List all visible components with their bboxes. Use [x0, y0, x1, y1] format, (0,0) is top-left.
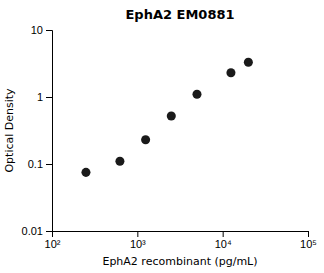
x-tick: 10³	[130, 231, 146, 250]
point	[244, 58, 253, 67]
x-tick-mark	[308, 231, 309, 237]
chart: 10² 10³ 10⁴ 10⁵ 0.01 0.1 1 10 EphA2 EM0881 EphA2 …	[0, 0, 324, 273]
x-tick: 10⁴	[215, 231, 232, 250]
x-axis-title: EphA2 recombinant (pg/mL)	[102, 255, 257, 268]
y-tick: 0.01	[22, 225, 52, 237]
x-tick-mark	[223, 231, 224, 237]
point	[167, 112, 176, 121]
point	[141, 135, 150, 144]
y-axis-title: Optical Density	[3, 88, 16, 173]
point	[192, 90, 201, 99]
y-tick-label: 1	[37, 91, 43, 103]
x-tick-label: 10⁴	[215, 238, 232, 250]
point	[81, 168, 90, 177]
y-tick-mark	[46, 231, 52, 232]
y-tick-label: 0.01	[22, 225, 43, 237]
y-tick-label: 0.1	[28, 158, 43, 170]
point	[226, 68, 235, 77]
x-tick: 10⁵	[300, 231, 317, 250]
y-tick: 1	[37, 91, 52, 103]
plot-area: 10² 10³ 10⁴ 10⁵ 0.01 0.1 1 10	[22, 24, 317, 250]
y-axis-line	[46, 31, 53, 232]
y-tick-mark	[46, 164, 52, 165]
x-tick-label: 10²	[45, 238, 61, 250]
title: EphA2 EM0881	[125, 7, 234, 22]
y-axis: 0.01 0.1 1 10	[22, 24, 53, 237]
y-tick-label: 10	[31, 24, 43, 36]
points	[81, 58, 252, 177]
x-tick-label: 10⁵	[300, 238, 317, 250]
x-tick-mark	[137, 231, 138, 237]
x-axis: 10² 10³ 10⁴ 10⁵	[45, 231, 317, 250]
point	[115, 157, 124, 166]
x-axis-line	[53, 232, 309, 238]
y-tick: 10	[31, 24, 52, 36]
x-tick: 10²	[45, 231, 61, 250]
y-tick-mark	[46, 97, 52, 98]
y-tick: 0.1	[28, 158, 52, 170]
y-tick-mark	[46, 30, 52, 31]
x-tick-label: 10³	[130, 238, 146, 250]
